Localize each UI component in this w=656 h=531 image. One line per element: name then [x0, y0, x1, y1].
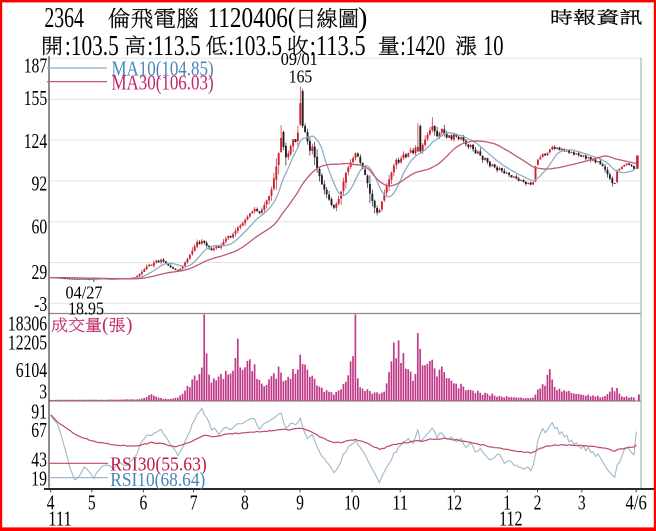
svg-text:-3: -3	[34, 292, 47, 316]
svg-text:2364: 2364	[44, 3, 84, 34]
svg-text:9: 9	[296, 490, 304, 514]
svg-text:7: 7	[190, 490, 198, 514]
svg-text:11: 11	[392, 490, 408, 514]
svg-text:91: 91	[31, 400, 47, 424]
svg-text:3: 3	[578, 490, 586, 514]
svg-text:RSI30(55.63): RSI30(55.63)	[110, 454, 207, 476]
svg-text:67: 67	[31, 418, 47, 442]
svg-text:1: 1	[503, 490, 511, 514]
svg-text:19: 19	[31, 467, 47, 491]
svg-text:111: 111	[48, 506, 71, 530]
svg-text:165: 165	[289, 66, 313, 86]
svg-text:4/6: 4/6	[626, 490, 647, 514]
svg-text:12: 12	[446, 490, 462, 514]
svg-text::113.5: :113.5	[147, 31, 200, 62]
svg-text:18.95: 18.95	[68, 299, 104, 319]
svg-text:3: 3	[39, 379, 47, 403]
svg-text:8: 8	[241, 490, 249, 514]
svg-text:5: 5	[88, 490, 96, 514]
svg-text:187: 187	[24, 54, 48, 78]
svg-text:): )	[126, 314, 133, 336]
svg-text::1420: :1420	[400, 31, 445, 62]
svg-text:6: 6	[140, 490, 148, 514]
svg-text:6104: 6104	[16, 358, 48, 382]
svg-text:RSI10(68.64): RSI10(68.64)	[110, 469, 205, 491]
svg-text:60: 60	[32, 215, 48, 239]
svg-text:(: (	[102, 314, 109, 336]
svg-text:2: 2	[534, 490, 542, 514]
svg-text:43: 43	[31, 448, 47, 472]
svg-text:04/27: 04/27	[66, 282, 103, 302]
svg-text:09/01: 09/01	[281, 49, 318, 69]
svg-text:124: 124	[24, 129, 48, 153]
svg-text:10: 10	[344, 490, 360, 514]
svg-text:1120406(: 1120406(	[208, 3, 296, 34]
svg-text::103.5: :103.5	[228, 31, 282, 62]
svg-text:MA30(106.03): MA30(106.03)	[112, 70, 214, 94]
svg-text::113.5: :113.5	[310, 31, 366, 62]
svg-text:112: 112	[499, 506, 523, 530]
svg-text:): )	[358, 3, 367, 34]
svg-text:MA10(104.85): MA10(104.85)	[112, 56, 214, 80]
svg-text:4: 4	[47, 490, 55, 514]
svg-text:10: 10	[483, 31, 504, 62]
svg-text:12205: 12205	[8, 330, 47, 354]
svg-text:92: 92	[32, 172, 48, 196]
svg-text::103.5: :103.5	[65, 31, 119, 62]
svg-text:155: 155	[24, 86, 48, 110]
svg-text:29: 29	[32, 260, 48, 284]
svg-text:18306: 18306	[8, 312, 47, 336]
